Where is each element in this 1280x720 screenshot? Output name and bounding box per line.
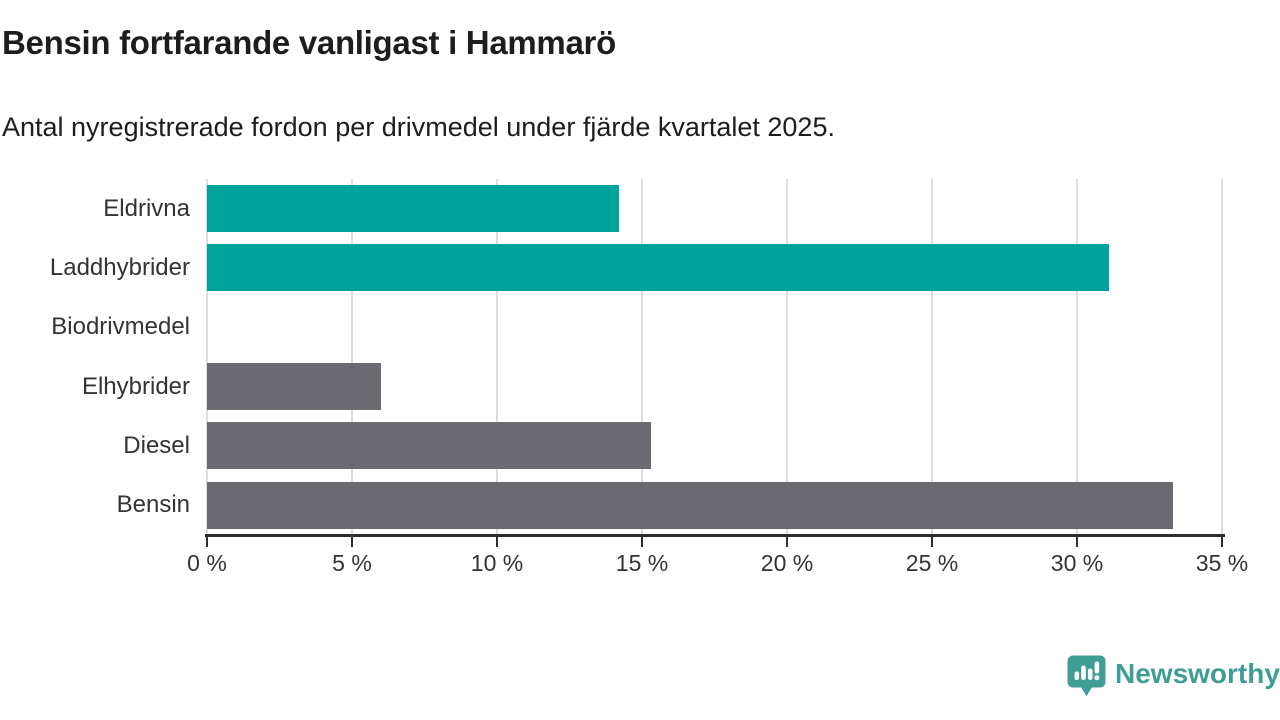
category-label: Diesel bbox=[123, 431, 190, 459]
bar-row bbox=[207, 298, 1222, 357]
category-label: Elhybrider bbox=[81, 372, 190, 400]
x-tick bbox=[785, 537, 788, 547]
x-axis-line bbox=[205, 534, 1225, 537]
x-tick-label: 10 % bbox=[470, 550, 524, 576]
bar-eldrivna bbox=[207, 185, 619, 233]
brand-link[interactable]: Newsworthy bbox=[1066, 654, 1280, 704]
bar-row bbox=[207, 476, 1222, 535]
x-tick bbox=[1221, 537, 1223, 547]
x-tick-label: 35 % bbox=[1195, 550, 1249, 576]
gridline bbox=[495, 179, 498, 535]
page-title: Bensin fortfarande vanligast i Hammarö bbox=[2, 24, 616, 61]
category-label: Biodrivmedel bbox=[51, 313, 190, 341]
x-tick-label: 30 % bbox=[1050, 550, 1104, 576]
x-tick-label: 0 % bbox=[187, 550, 227, 576]
category-label: Eldrivna bbox=[103, 194, 190, 222]
plot-area bbox=[206, 179, 1223, 535]
category-label: Bensin bbox=[116, 491, 190, 519]
bar-laddhybrider bbox=[207, 244, 1109, 292]
gridline bbox=[1221, 179, 1223, 535]
gridline bbox=[931, 179, 933, 535]
bar-row bbox=[207, 238, 1222, 297]
x-axis: 0 % 5 % 10 % 15 % 20 % 25 % 30 % 35 % bbox=[187, 534, 1248, 594]
bar-row bbox=[207, 179, 1222, 238]
chart-subtitle: Antal nyregistrerade fordon per drivmede… bbox=[2, 112, 835, 142]
x-tick bbox=[641, 537, 643, 547]
x-tick-label: 20 % bbox=[760, 550, 814, 576]
bar-elhybrider bbox=[207, 363, 381, 411]
gridline bbox=[785, 179, 788, 535]
x-tick bbox=[495, 537, 498, 547]
category-axis: Eldrivna Laddhybrider Biodrivmedel Elhybrid… bbox=[0, 179, 190, 535]
x-tick bbox=[350, 537, 353, 547]
gridline bbox=[641, 179, 643, 535]
category-label: Laddhybrider bbox=[49, 253, 190, 281]
newsworthy-logo-icon bbox=[1066, 654, 1107, 704]
bar-row bbox=[207, 416, 1222, 475]
bar-bensin bbox=[207, 481, 1173, 529]
x-tick bbox=[206, 537, 208, 547]
x-tick bbox=[1076, 537, 1078, 547]
bar-row bbox=[207, 357, 1222, 416]
x-tick-label: 15 % bbox=[615, 550, 669, 576]
gridline bbox=[206, 179, 208, 535]
bar-diesel bbox=[207, 422, 651, 470]
gridline bbox=[1076, 179, 1078, 535]
x-tick-label: 5 % bbox=[332, 550, 372, 576]
x-tick bbox=[931, 537, 933, 547]
x-tick-label: 25 % bbox=[905, 550, 959, 576]
brand-name: Newsworthy bbox=[1115, 658, 1280, 689]
gridline bbox=[350, 179, 353, 535]
